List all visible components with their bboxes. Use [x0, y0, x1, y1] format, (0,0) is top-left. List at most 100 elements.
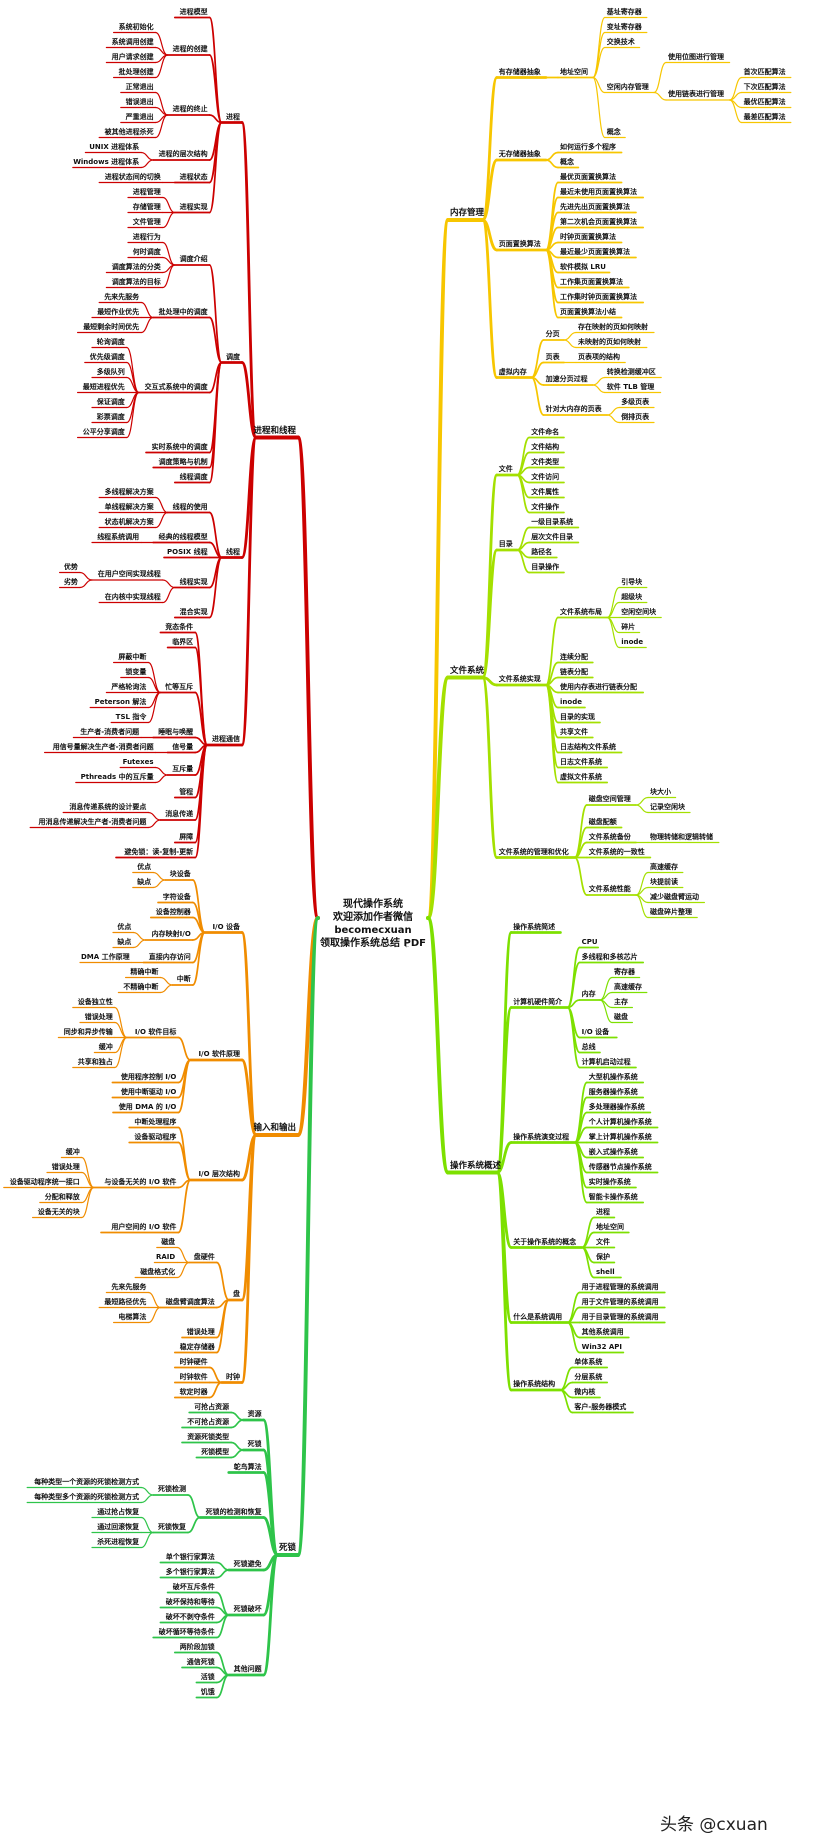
mindmap-node[interactable]: 屏蔽中断	[118, 652, 147, 661]
mindmap-node[interactable]: 主存	[614, 997, 628, 1006]
mindmap-node[interactable]: 目录操作	[531, 562, 560, 571]
mindmap-node[interactable]: 进程的创建	[172, 45, 208, 53]
mindmap-node[interactable]: Peterson 解法	[94, 697, 147, 706]
mindmap-node[interactable]: 个人计算机操作系统	[588, 1117, 652, 1126]
mindmap-node[interactable]: 错误处理	[51, 1162, 80, 1171]
mindmap-node[interactable]: 破坏保持和等待	[165, 1597, 215, 1606]
mindmap-node[interactable]: 死锁	[278, 1543, 296, 1553]
mindmap-node[interactable]: 文件系统	[450, 665, 485, 676]
mindmap-node[interactable]: 时钟硬件	[179, 1357, 208, 1366]
mindmap-node[interactable]: 路径名	[531, 547, 553, 556]
mindmap-node[interactable]: 最短路径优先	[104, 1297, 147, 1306]
mindmap-node[interactable]: 缓冲	[98, 1042, 113, 1051]
mindmap-node[interactable]: 设备无关的块	[37, 1207, 80, 1216]
mindmap-node[interactable]: 进程	[596, 1207, 610, 1216]
mindmap-node[interactable]: 经典的线程模型	[158, 532, 208, 541]
mindmap-node[interactable]: 锁变量	[125, 667, 147, 676]
mindmap-node[interactable]: TSL 指令	[115, 712, 147, 721]
mindmap-node[interactable]: I/O 层次结构	[198, 1170, 240, 1178]
mindmap-node[interactable]: 其他系统调用	[581, 1327, 624, 1336]
mindmap-node[interactable]: 页面置换算法	[498, 240, 541, 248]
mindmap-node[interactable]: 有存储器抽象	[498, 67, 541, 76]
mindmap-node[interactable]: 客户-服务器模式	[574, 1402, 627, 1411]
mindmap-node[interactable]: 缓冲	[65, 1147, 80, 1156]
mindmap-node[interactable]: 缺点	[117, 937, 132, 946]
mindmap-node[interactable]: 文件访问	[531, 472, 560, 481]
mindmap-node[interactable]: 其他问题	[233, 1665, 262, 1673]
mindmap-node[interactable]: 进程和线程	[253, 425, 296, 436]
mindmap-node[interactable]: 设备驱动程序	[134, 1132, 177, 1141]
mindmap-node[interactable]: inode	[560, 697, 582, 706]
mindmap-node[interactable]: 多线程和多核芯片	[581, 952, 638, 961]
mindmap-node[interactable]: 资源	[247, 1410, 262, 1418]
mindmap-node[interactable]: 软件模拟 LRU	[560, 262, 606, 271]
mindmap-node[interactable]: 分配和释放	[44, 1192, 80, 1201]
mindmap-node[interactable]: 工作集时钟页面置换算法	[560, 292, 637, 301]
mindmap-node[interactable]: 进程	[226, 112, 240, 121]
mindmap-node[interactable]: 精确中断	[130, 967, 159, 976]
mindmap-node[interactable]: 死锁的检测和恢复	[205, 1507, 262, 1516]
mindmap-node[interactable]: 多级页表	[621, 397, 650, 406]
mindmap-node[interactable]: 活锁	[200, 1672, 215, 1681]
mindmap-node[interactable]: 优势	[64, 562, 78, 571]
mindmap-node[interactable]: 最优页面置换算法	[560, 172, 616, 181]
mindmap-node[interactable]: 破坏互斥条件	[172, 1582, 215, 1591]
mindmap-node[interactable]: 消息传递系统的设计要点	[69, 802, 147, 811]
mindmap-node[interactable]: 用于文件管理的系统调用	[581, 1297, 659, 1306]
mindmap-node[interactable]: 互斥量	[172, 765, 194, 773]
mindmap-node[interactable]: I/O 设备	[581, 1027, 610, 1036]
mindmap-node[interactable]: 操作系统演变过程	[513, 1132, 570, 1141]
mindmap-node[interactable]: 磁盘	[161, 1237, 176, 1246]
mindmap-node[interactable]: 不精确中断	[123, 982, 159, 991]
mindmap-node[interactable]: 嵌入式操作系统	[588, 1147, 638, 1156]
mindmap-node[interactable]: 工作集页面置换算法	[560, 277, 623, 286]
mindmap-node[interactable]: 最短剩余时间优先	[83, 322, 140, 331]
mindmap-node[interactable]: 睡眠与唤醒	[158, 727, 194, 736]
mindmap-node[interactable]: 掌上计算机操作系统	[588, 1132, 652, 1141]
mindmap-node[interactable]: 两阶段加锁	[179, 1642, 215, 1651]
mindmap-node[interactable]: 实时系统中的调度	[151, 442, 208, 451]
mindmap-node[interactable]: 严格轮询法	[111, 682, 147, 691]
mindmap-node[interactable]: 死锁避免	[233, 1560, 262, 1568]
mindmap-node[interactable]: 碎片	[621, 622, 636, 631]
mindmap-node[interactable]: 进程通信	[212, 735, 240, 743]
mindmap-node[interactable]: 文件结构	[531, 442, 560, 451]
mindmap-node[interactable]: 磁盘配额	[588, 817, 617, 826]
mindmap-node[interactable]: 虚拟文件系统	[560, 772, 602, 781]
mindmap-node[interactable]: 内存管理	[450, 208, 485, 218]
mindmap-node[interactable]: 最优匹配算法	[743, 97, 786, 106]
mindmap-node[interactable]: 未映射的页如何映射	[578, 337, 641, 346]
mindmap-node[interactable]: 临界区	[172, 637, 194, 646]
mindmap-node[interactable]: 总线	[581, 1042, 596, 1051]
mindmap-node[interactable]: 文件系统性能	[588, 885, 631, 893]
mindmap-node[interactable]: 劣势	[64, 577, 78, 586]
mindmap-node[interactable]: 设备控制器	[155, 907, 191, 916]
mindmap-node[interactable]: 操作系统结构	[513, 1380, 556, 1388]
mindmap-node[interactable]: 地址空间	[560, 67, 588, 76]
mindmap-node[interactable]: 微内核	[574, 1387, 596, 1396]
mindmap-node[interactable]: 链表分配	[560, 667, 588, 676]
mindmap-node[interactable]: 每种类型一个资源的死锁检测方式	[34, 1477, 140, 1486]
mindmap-node[interactable]: 操作系统概述	[450, 1160, 502, 1171]
mindmap-node[interactable]: 在用户空间实现线程	[97, 570, 161, 578]
mindmap-node[interactable]: 用于目录管理的系统调用	[581, 1312, 659, 1321]
mindmap-node[interactable]: Pthreads 中的互斥量	[80, 772, 154, 781]
mindmap-node[interactable]: 进程实现	[179, 202, 208, 211]
mindmap-node[interactable]: 与设备无关的 I/O 软件	[104, 1177, 177, 1186]
mindmap-node[interactable]: 时钟页面置换算法	[560, 232, 616, 241]
mindmap-node[interactable]: 连续分配	[560, 652, 588, 661]
mindmap-node[interactable]: 计算机启动过程	[581, 1057, 631, 1066]
mindmap-node[interactable]: 死锁	[247, 1440, 262, 1448]
mindmap-node[interactable]: 字符设备	[162, 892, 191, 901]
mindmap-node[interactable]: 虚拟内存	[498, 367, 527, 376]
mindmap-node[interactable]: 线程	[226, 547, 240, 556]
mindmap-node[interactable]: 轮询调度	[96, 337, 125, 346]
mindmap-node[interactable]: 错误退出	[125, 97, 154, 106]
mindmap-node[interactable]: 优点	[117, 922, 132, 931]
mindmap-node[interactable]: 软定时器	[179, 1387, 208, 1396]
mindmap-node[interactable]: 死锁模型	[201, 1447, 230, 1456]
mindmap-node[interactable]: 竞态条件	[165, 622, 194, 631]
mindmap-node[interactable]: 磁盘碎片整理	[650, 907, 692, 916]
mindmap-node[interactable]: 严重退出	[125, 112, 154, 121]
mindmap-node[interactable]: 通过抢占恢复	[97, 1507, 140, 1516]
